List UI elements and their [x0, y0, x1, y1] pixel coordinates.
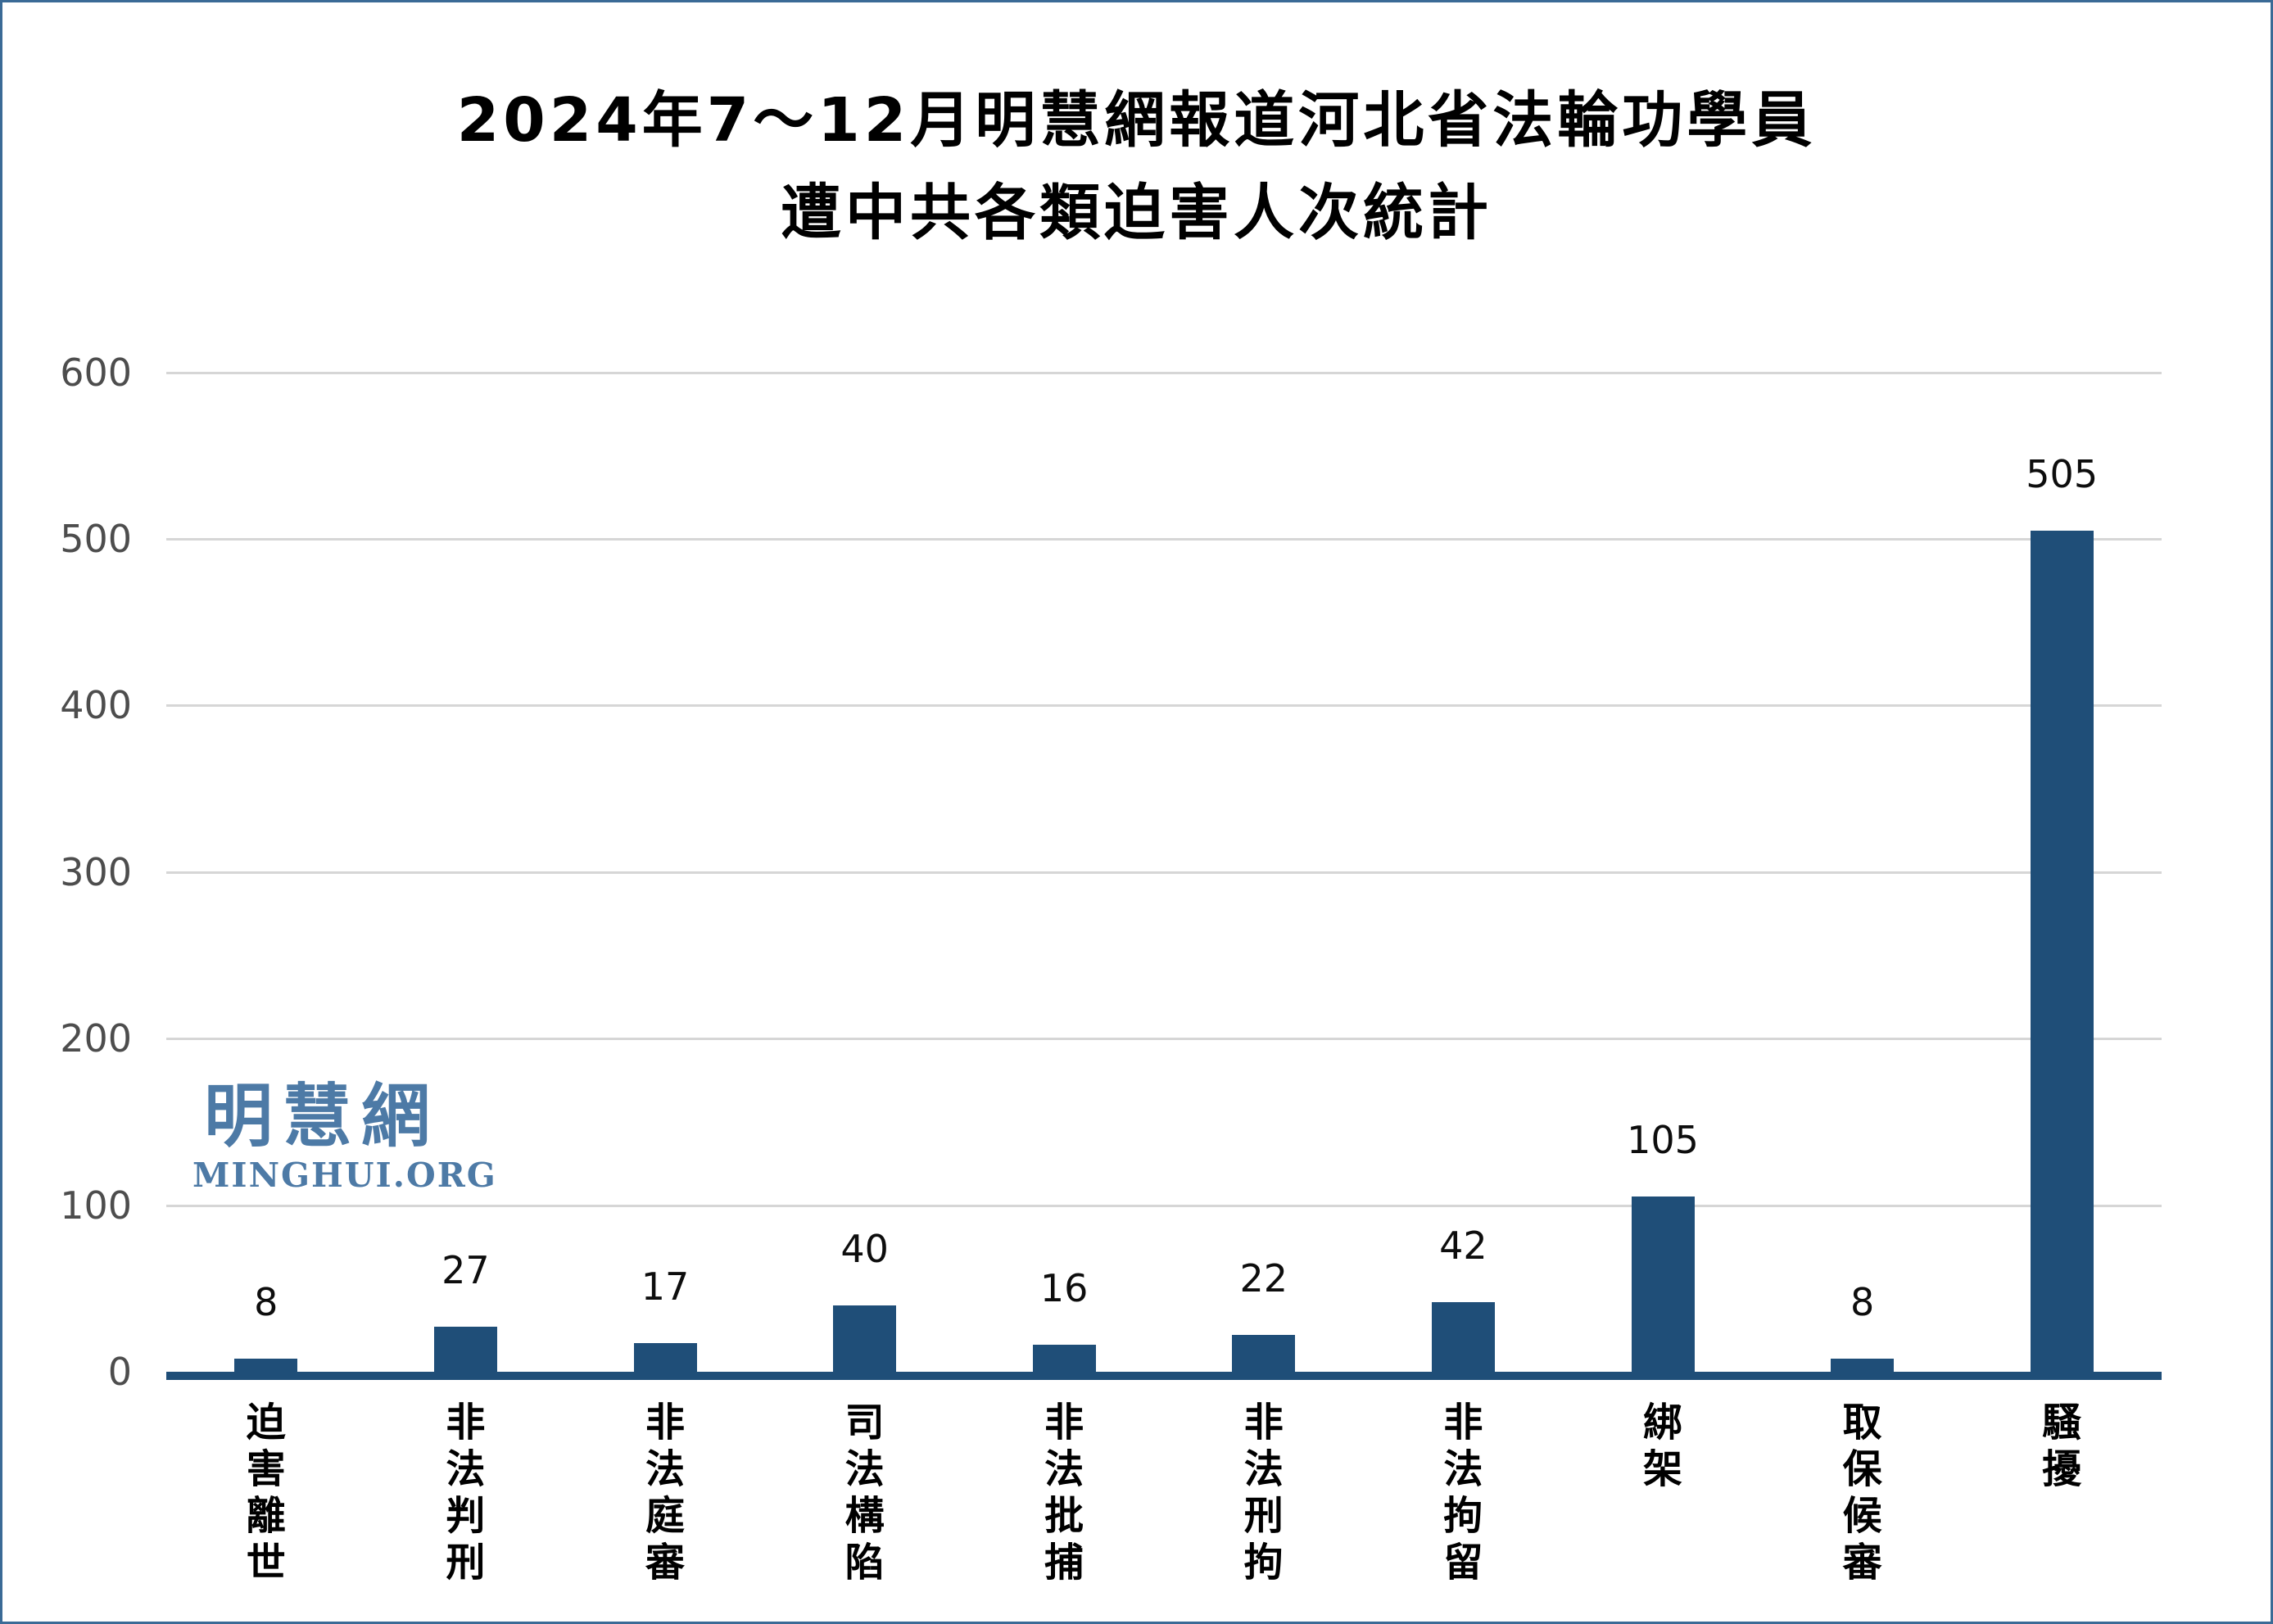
bar-value-label: 40: [840, 1226, 889, 1271]
gridline-100: [166, 1204, 2162, 1207]
x-axis-label-非法批捕: 非法批捕: [1003, 1400, 1125, 1586]
bar-綁架: [1631, 1197, 1695, 1378]
bar-value-label: 42: [1439, 1223, 1487, 1268]
x-axis-label-char: 法: [645, 1446, 685, 1492]
x-axis-label-char: 非: [1443, 1400, 1483, 1445]
x-axis-label-char: 非: [446, 1400, 486, 1445]
gridline-500: [166, 538, 2162, 541]
x-axis-label-非法刑拘: 非法刑拘: [1202, 1400, 1325, 1586]
y-axis-tick-100: 100: [60, 1183, 132, 1228]
x-axis-line: [166, 1372, 2162, 1380]
x-axis-label-char: 候: [1842, 1493, 1882, 1539]
x-axis-label-非法庭審: 非法庭審: [604, 1400, 727, 1586]
x-axis-label-char: 非: [1243, 1400, 1284, 1445]
x-axis-label-char: 非: [1044, 1400, 1084, 1445]
y-axis-tick-200: 200: [60, 1016, 132, 1061]
x-axis-label-char: 批: [1044, 1493, 1084, 1539]
x-axis-label-char: 法: [446, 1446, 486, 1492]
x-axis-label-取保候審: 取保候審: [1801, 1400, 1924, 1586]
x-axis-label-char: 非: [645, 1400, 685, 1445]
x-axis-label-char: 構: [844, 1493, 885, 1539]
x-axis-label-char: 害: [246, 1446, 286, 1492]
bar-value-label: 505: [2026, 451, 2099, 496]
x-axis-label-char: 擾: [2042, 1446, 2082, 1492]
gridline-600: [166, 371, 2162, 374]
x-axis-label-char: 拘: [1243, 1540, 1284, 1586]
x-axis-label-非法判刑: 非法判刑: [404, 1400, 527, 1586]
chart-title-line2: 遭中共各類迫害人次統計: [781, 178, 1492, 248]
x-axis-label-司法構陷: 司法構陷: [804, 1400, 926, 1586]
watermark-latin-text: MINGHUI.ORG: [192, 1156, 497, 1195]
x-axis-label-char: 判: [446, 1493, 486, 1539]
y-axis-tick-300: 300: [60, 849, 132, 894]
x-axis-label-char: 刑: [1243, 1493, 1284, 1539]
bar-value-label: 16: [1039, 1266, 1089, 1311]
y-axis-tick-600: 600: [60, 350, 132, 395]
bar-value-label: 8: [1850, 1279, 1875, 1324]
y-axis-tick-400: 400: [60, 683, 132, 728]
watermark-chinese-text: 明慧網: [203, 1076, 440, 1156]
bar-value-label: 8: [254, 1279, 278, 1324]
bar-value-label: 22: [1239, 1256, 1288, 1301]
x-axis-label-char: 拘: [1443, 1493, 1483, 1539]
y-axis-tick-0: 0: [107, 1350, 132, 1394]
x-axis-label-char: 司: [844, 1400, 885, 1445]
x-axis-label-char: 庭: [645, 1493, 685, 1539]
bar-非法批捕: [1032, 1345, 1096, 1378]
x-axis-label-char: 刑: [446, 1540, 486, 1586]
bar-非法拘留: [1431, 1301, 1495, 1378]
x-axis-label-char: 陷: [844, 1540, 885, 1586]
x-axis-label-char: 離: [246, 1493, 286, 1539]
bar-value-label: 27: [441, 1248, 490, 1293]
x-axis-label-迫害離世: 迫害離世: [205, 1400, 328, 1586]
x-axis-label-char: 迫: [246, 1400, 286, 1445]
x-axis-label-char: 法: [1443, 1446, 1483, 1492]
bar-非法判刑: [433, 1327, 497, 1378]
bar-非法刑拘: [1232, 1335, 1296, 1378]
y-axis-tick-500: 500: [60, 517, 132, 561]
x-axis-label-char: 法: [1243, 1446, 1284, 1492]
bar-value-label: 17: [641, 1264, 690, 1310]
bar-司法構陷: [833, 1305, 897, 1378]
bar-騷擾: [2030, 530, 2094, 1378]
x-axis-label-char: 審: [1842, 1540, 1882, 1586]
x-axis-label-騷擾: 騷擾: [2000, 1400, 2123, 1493]
x-axis-label-char: 綁: [1642, 1400, 1682, 1445]
gridline-400: [166, 704, 2162, 708]
x-axis-label-綁架: 綁架: [1601, 1400, 1724, 1493]
x-axis-label-char: 捕: [1044, 1540, 1084, 1586]
bar-迫害離世: [234, 1358, 298, 1378]
minghui-watermark: 明慧網 MINGHUI.ORG: [192, 1076, 497, 1195]
bar-value-label: 105: [1627, 1118, 1699, 1163]
x-axis-label-char: 審: [645, 1540, 685, 1586]
bar-取保候審: [1831, 1358, 1895, 1378]
bar-非法庭審: [633, 1343, 697, 1378]
x-axis-label-char: 騷: [2042, 1400, 2082, 1445]
x-axis-label-char: 取: [1842, 1400, 1882, 1445]
x-axis-label-char: 架: [1642, 1446, 1682, 1492]
x-axis-label-char: 保: [1842, 1446, 1882, 1492]
x-axis-label-char: 法: [1044, 1446, 1084, 1492]
chart-title-line1: 2024年7～12月明慧網報道河北省法輪功學員: [456, 85, 1817, 156]
x-axis-label-char: 法: [844, 1446, 885, 1492]
x-axis-label-非法拘留: 非法拘留: [1401, 1400, 1524, 1586]
gridline-200: [166, 1038, 2162, 1041]
x-axis-label-char: 世: [246, 1540, 286, 1586]
x-axis-label-char: 留: [1443, 1540, 1483, 1586]
gridline-300: [166, 871, 2162, 874]
chart-title: 2024年7～12月明慧網報道河北省法輪功學員 遭中共各類迫害人次統計: [2, 75, 2271, 260]
